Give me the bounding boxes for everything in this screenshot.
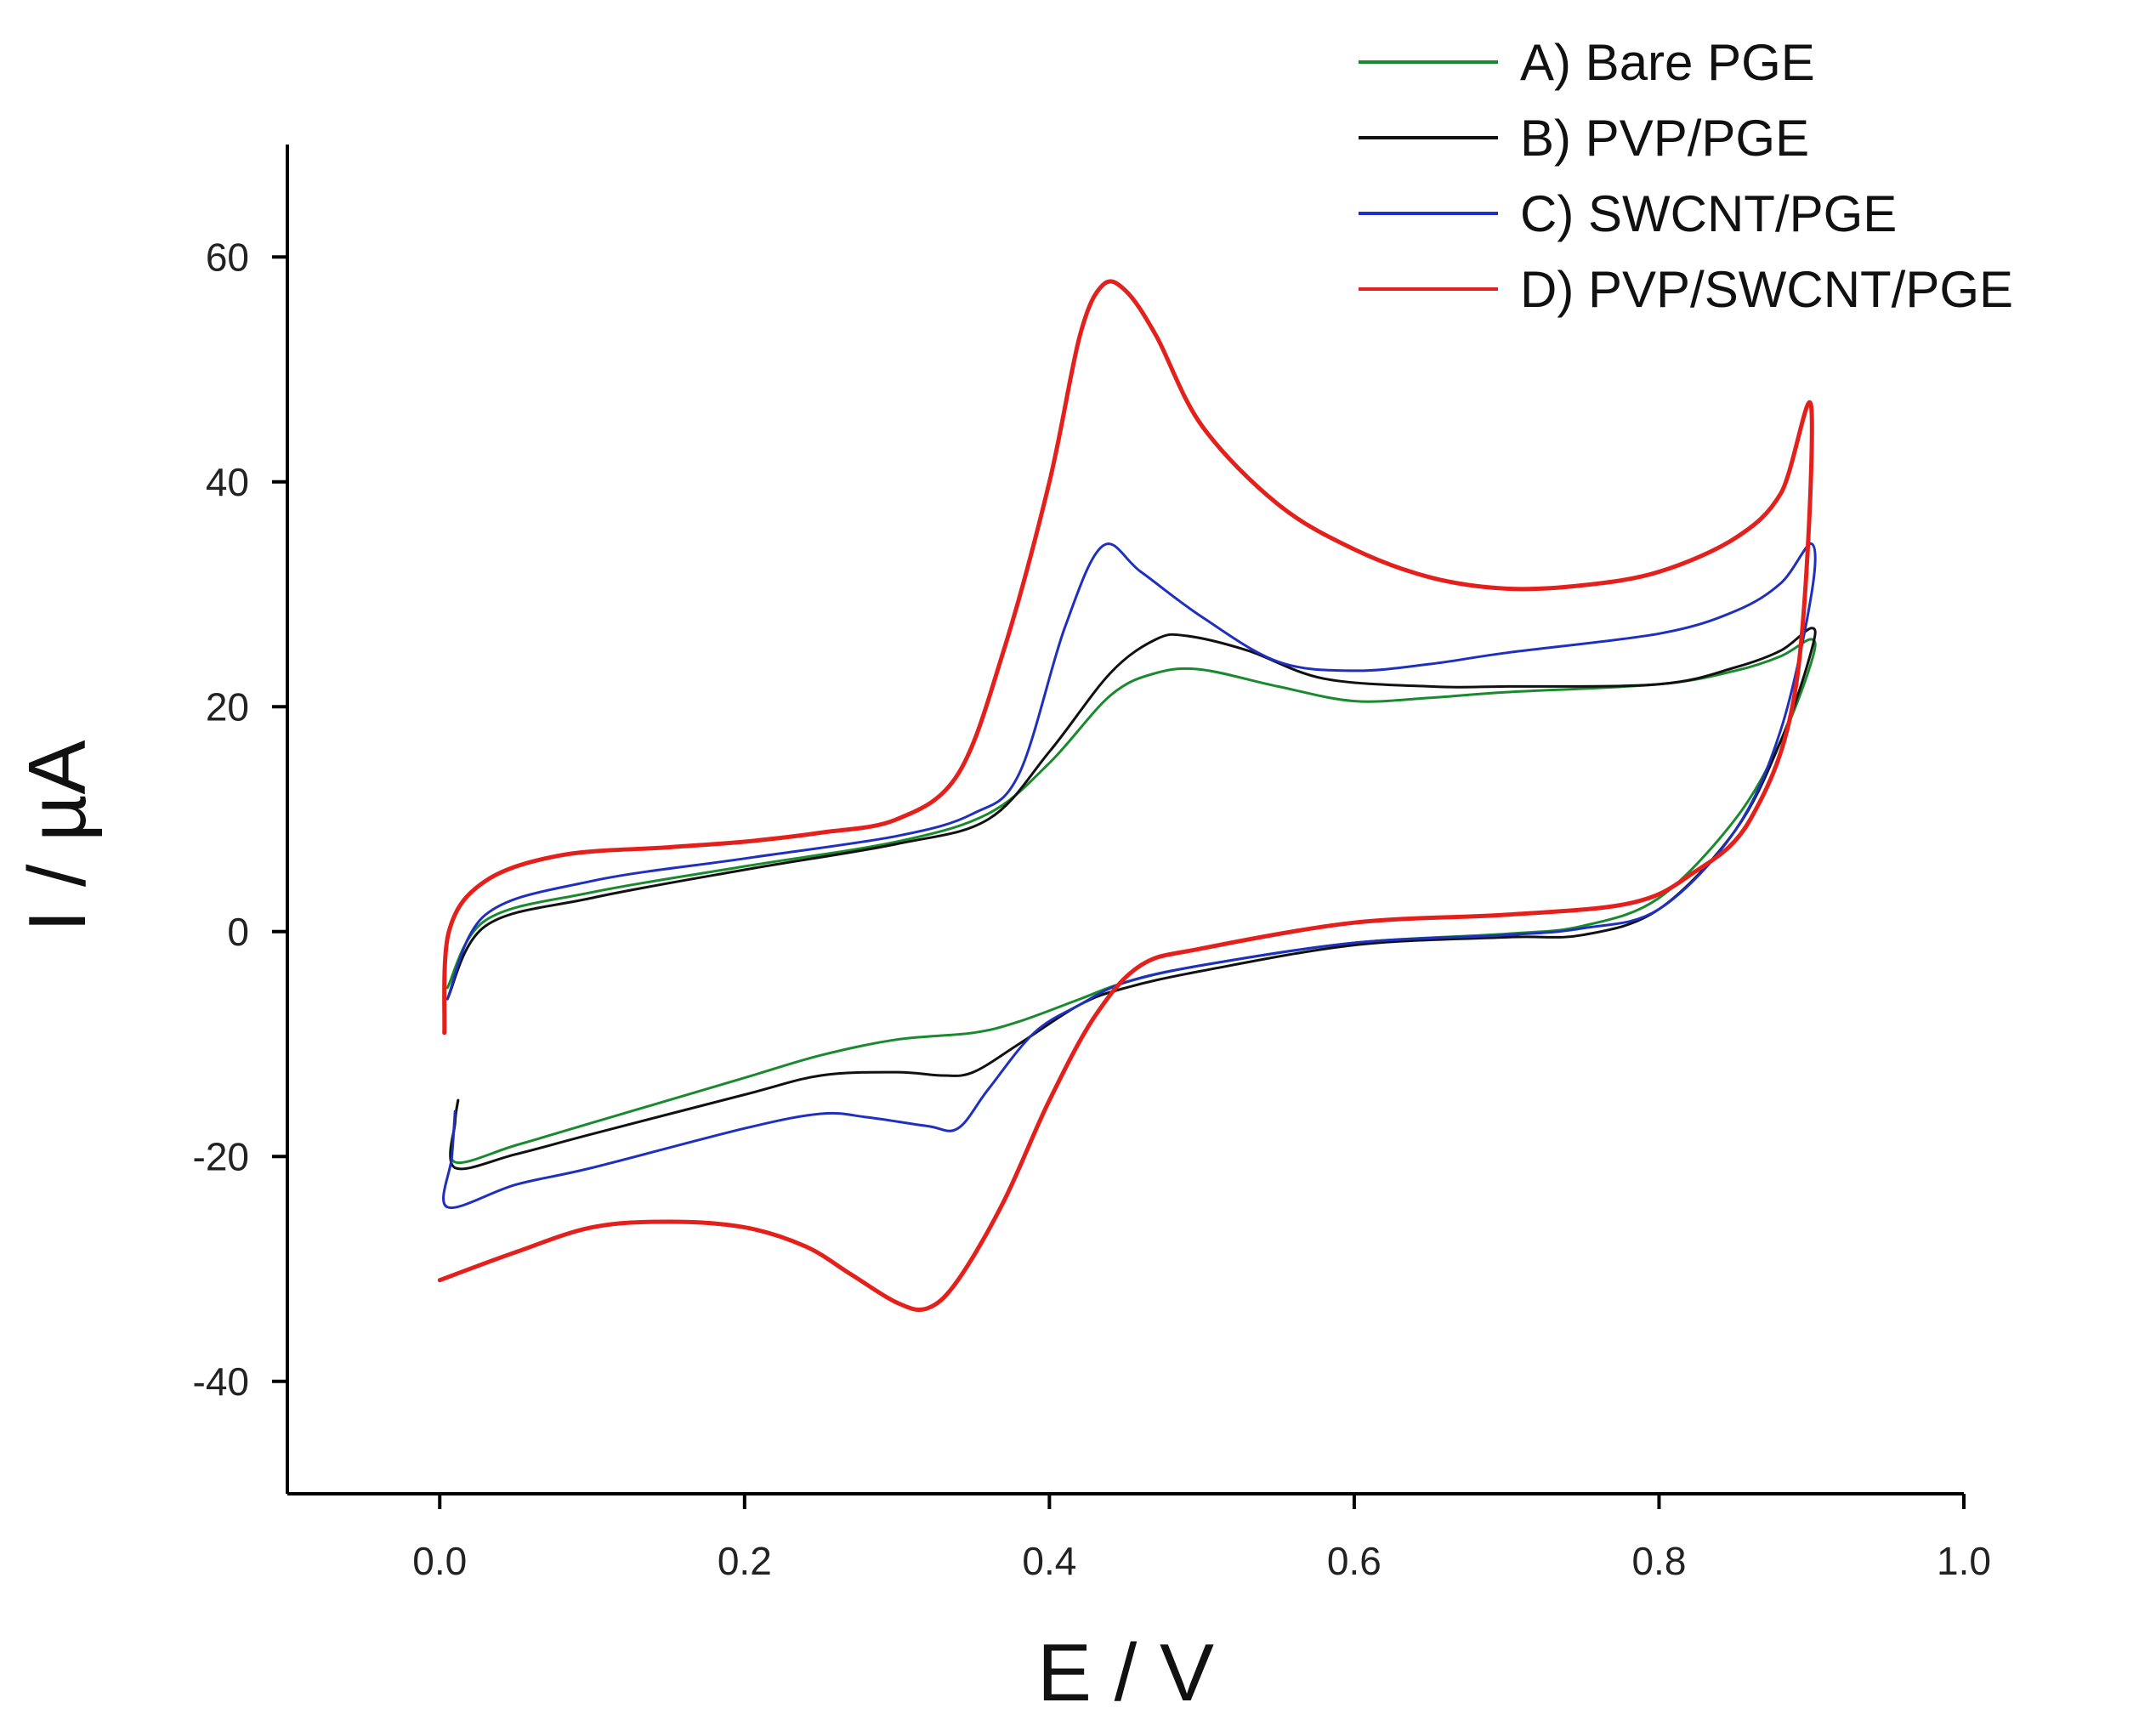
x-ticks: 0.0 0.2 0.4 0.6 0.8 1.0 (412, 1494, 1991, 1583)
axes (286, 145, 1964, 1495)
y-tick-label: 20 (206, 684, 249, 729)
y-axis-title: I / µA (12, 740, 103, 932)
x-tick-label: 0.6 (1327, 1539, 1382, 1583)
y-tick-label: -40 (193, 1359, 249, 1404)
y-tick-label: 40 (206, 460, 249, 504)
legend-label: A) Bare PGE (1520, 34, 1815, 91)
y-tick-label: -20 (193, 1134, 249, 1178)
legend: A) Bare PGE B) PVP/PGE C) SWCNT/PGE D) PVP/… (1359, 34, 2013, 318)
x-tick-label: 0.4 (1022, 1539, 1076, 1583)
series-group (437, 279, 1817, 1313)
x-tick-label: 0.0 (412, 1539, 467, 1583)
x-axis-title: E / V (1037, 1627, 1214, 1718)
x-tick-label: 0.8 (1631, 1539, 1686, 1583)
legend-label: D) PVP/SWCNT/PGE (1520, 261, 2013, 318)
legend-label: C) SWCNT/PGE (1520, 185, 1897, 242)
y-ticks: -40 -20 0 20 40 60 (193, 235, 287, 1404)
legend-label: B) PVP/PGE (1520, 110, 1809, 167)
series-line-pvp-swcnt-pge (437, 279, 1814, 1313)
y-tick-label: 0 (227, 910, 249, 954)
x-tick-label: 0.2 (718, 1539, 772, 1583)
x-tick-label: 1.0 (1937, 1539, 1991, 1583)
y-tick-label: 60 (206, 235, 249, 279)
